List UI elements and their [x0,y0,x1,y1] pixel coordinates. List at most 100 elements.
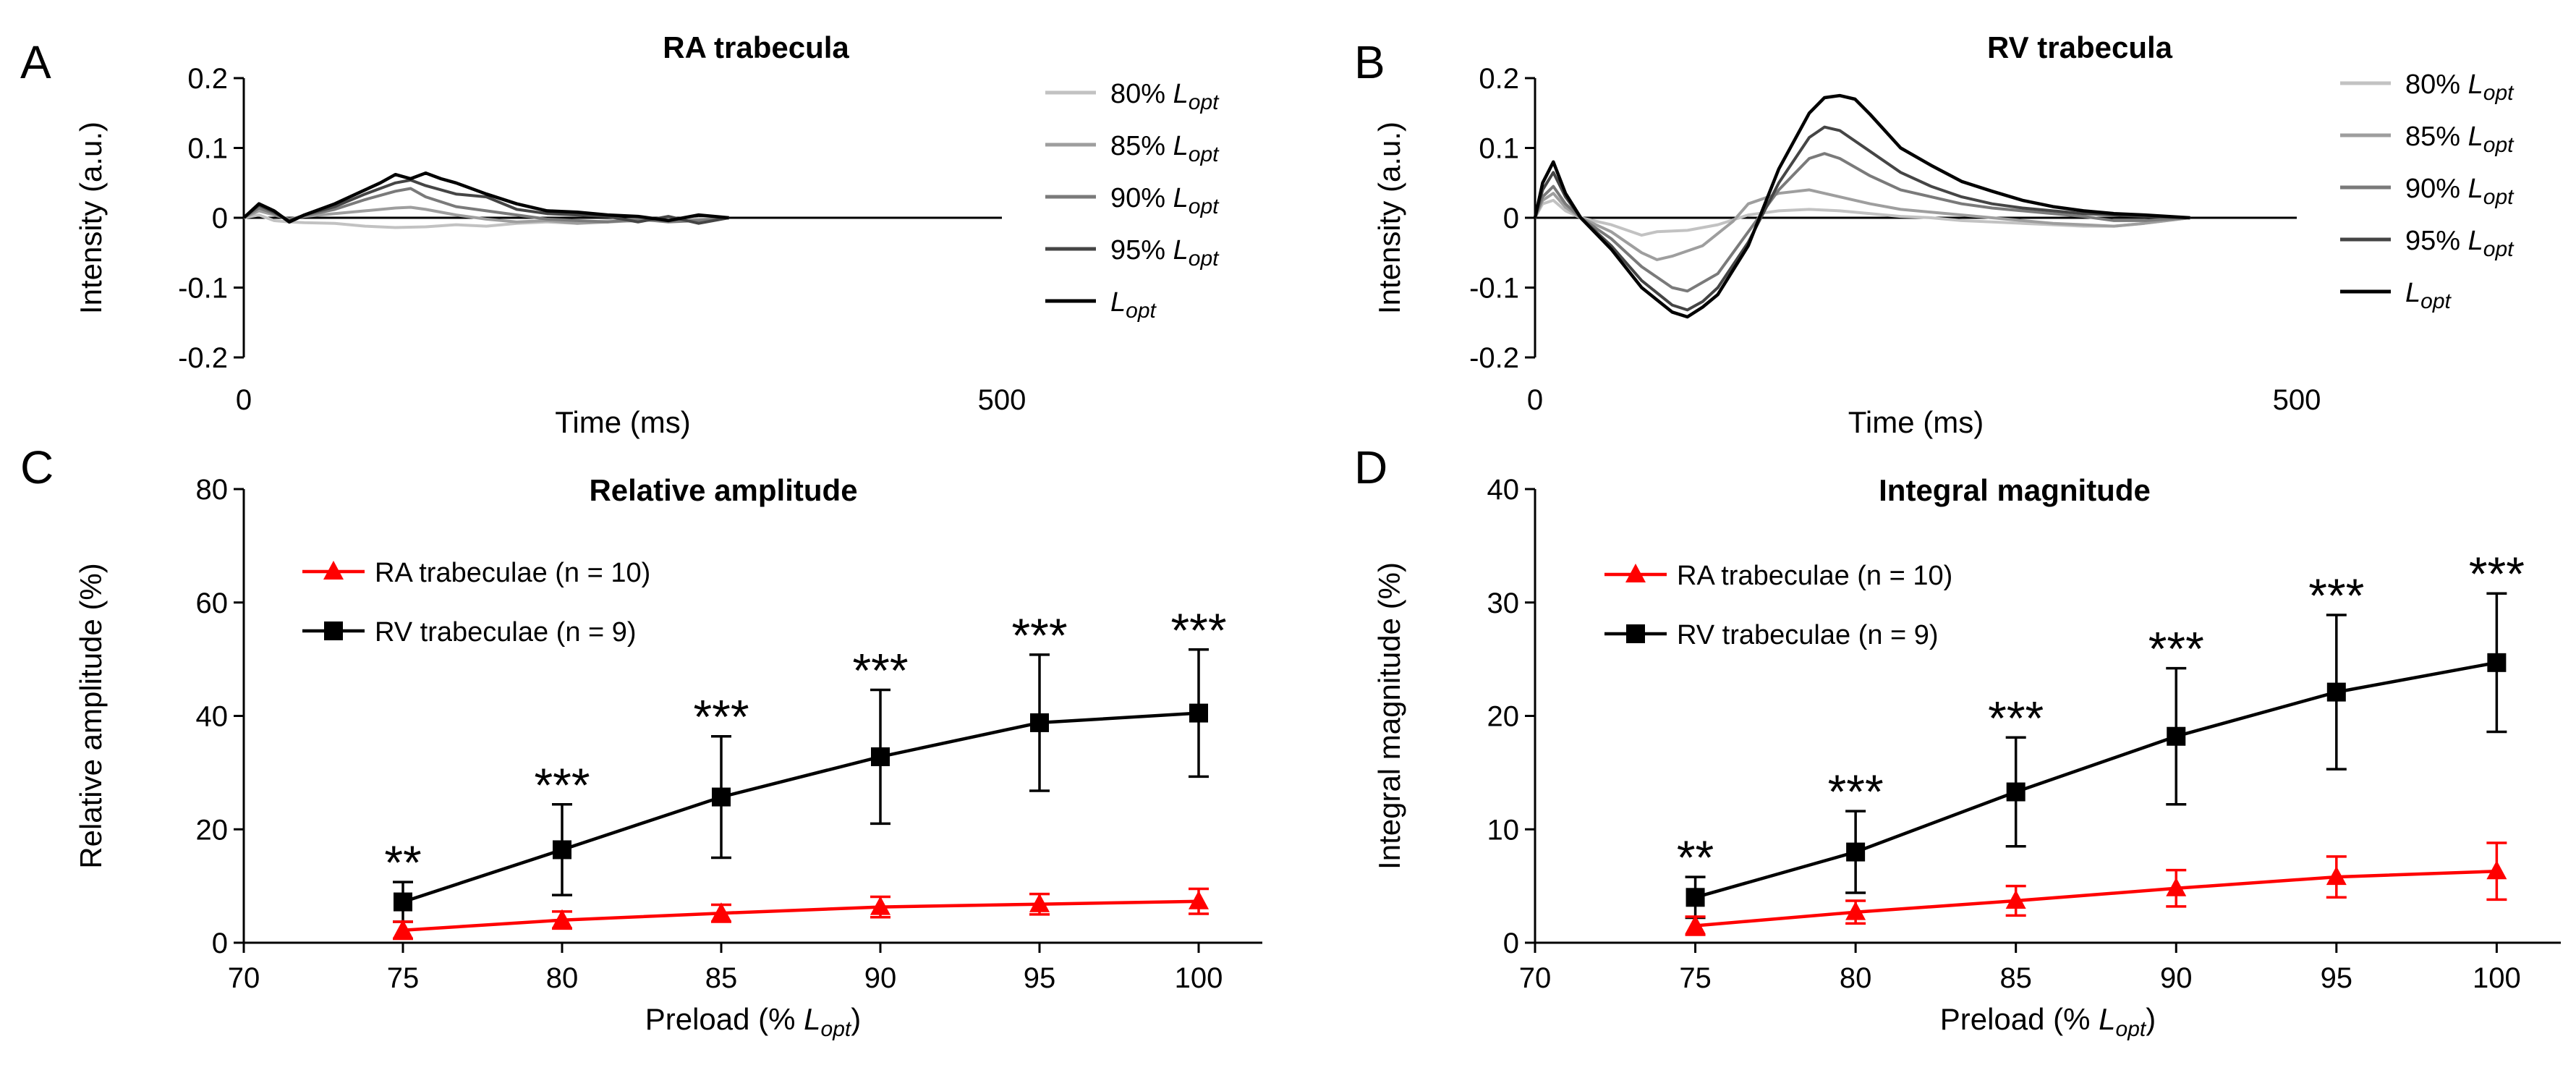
panel-a-y-axis-label: Intensity (a.u.) [74,122,108,314]
panel-c-point [871,747,890,766]
panel-d-point [1685,915,1706,934]
panel-b-x-axis-label: Time (ms) [1848,405,1984,439]
panel-d-significance: *** [1828,765,1884,818]
panel-c-x-axis-label: Preload (% Lopt) [645,1002,862,1041]
panel-a-y-tick-label: 0.2 [187,63,228,95]
panel-d-x-axis-label: Preload (% Lopt) [1940,1002,2156,1041]
panel-c-significance: ** [384,836,421,889]
panel-c-significance: *** [852,643,908,697]
panel-c-point [712,787,731,807]
panel-d-significance: *** [2148,622,2204,676]
panel-c-series-line [402,899,1199,933]
panel-d-x-tick-label: 75 [1679,962,1712,994]
panel-letter-c: C [20,441,54,493]
panel-c-x-tick-label: 75 [387,962,420,994]
panel-d-point [1686,888,1705,907]
panel-b-legend-label: Lopt [2405,278,2452,313]
panel-a-legend-label: 80% Lopt [1110,79,1220,114]
panel-a-legend-label: 95% Lopt [1110,235,1220,271]
panel-c-significance: *** [693,690,749,744]
panel-d-y-tick-label: 20 [1487,701,1520,733]
panel-b-x-tick-label: 0 [1527,384,1543,416]
panel-c-legend-marker [324,621,343,640]
panel-d-x-tick-label: 70 [1519,962,1552,994]
panel-d-x-tick-label: 95 [2321,962,2353,994]
panel-c-point [1189,890,1209,909]
panel-c-x-tick-label: 70 [228,962,260,994]
panel-c-x-tick-label: 90 [864,962,897,994]
panel-c-x-tick-label: 80 [546,962,579,994]
panel-c-point [552,909,572,928]
panel-b-y-tick-label: -0.2 [1469,342,1519,374]
panel-c-y-tick-label: 20 [196,814,229,846]
panel-d-x-tick-label: 85 [1999,962,2032,994]
panel-d-point [2167,726,2186,746]
panel-a-y-tick-label: 0 [212,203,228,234]
panel-b-legend-label: 80% Lopt [2405,69,2515,105]
panel-a-y-tick-label: -0.2 [178,342,228,374]
panel-b-legend-label: 95% Lopt [2405,226,2515,261]
panel-c-significance: *** [1011,608,1067,662]
panel-c-point [711,902,731,922]
panel-c-point [394,892,412,912]
panel-b-series-line [1533,93,2190,319]
panel-a-legend-label: 90% Lopt [1110,183,1220,218]
panel-d-y-tick-label: 40 [1487,474,1520,506]
panel-d-point [2487,653,2507,672]
panel-d-point [1845,901,1866,920]
panel-b-y-tick-label: 0.1 [1479,133,1519,165]
panel-c-point [1189,703,1208,723]
panel-a-series-line [242,171,729,224]
panel-d-point [2006,782,2025,802]
panel-c-significance: *** [534,758,590,812]
panel-b-y-tick-label: -0.1 [1469,273,1519,305]
panel-c-point [393,919,413,938]
panel-c-point [870,896,890,915]
panel-d-point [2166,877,2187,896]
panel-d-x-tick-label: 90 [2160,962,2193,994]
panel-c-title: Relative amplitude [589,473,857,507]
panel-b-title: RV trabecula [1987,30,2173,64]
panel-a-y-tick-label: 0.1 [187,133,228,165]
panel-c-legend-label: RA trabeculae (n = 10) [375,558,650,588]
panel-c-x-tick-label: 85 [705,962,738,994]
panel-a-legend-label: 85% Lopt [1110,131,1220,166]
panel-d-significance: *** [1988,691,2044,744]
panel-b-y-tick-label: 0 [1503,203,1519,234]
panel-b-x-tick-label: 500 [2273,384,2321,416]
panel-letter-d: D [1354,441,1387,493]
panel-d-series-line [1694,661,2497,899]
panel-c-y-axis-label: Relative amplitude (%) [74,563,108,869]
panel-a-x-tick-label: 0 [236,384,252,416]
panel-d-y-tick-label: 10 [1487,814,1520,846]
panel-c-y-tick-label: 0 [212,928,228,959]
panel-c-legend-label: RV trabeculae (n = 9) [375,617,637,648]
panel-d-legend-marker [1626,624,1645,643]
panel-c-legend-marker [323,561,344,580]
panel-d-legend-label: RV trabeculae (n = 9) [1677,620,1939,650]
panel-d-point [2486,860,2507,880]
panel-d-series-line [1695,869,2497,928]
panel-a-x-axis-label: Time (ms) [555,405,690,439]
panel-b-legend-label: 90% Lopt [2405,174,2515,209]
panel-c-chart: 80 60 40 20 070 75 80 85 90 95 100 Preload (% Lopt)… [74,474,1262,1041]
panel-a-x-tick-label: 500 [978,384,1026,416]
panel-d-title: Integral magnitude [1879,473,2151,507]
panel-letter-b: B [1354,36,1385,88]
panel-d-legend-label: RA trabeculae (n = 10) [1677,561,1952,591]
panel-c-y-tick-label: 60 [196,587,229,619]
panel-d-y-tick-label: 0 [1503,928,1519,959]
panel-a-legend-label: Lopt [1110,287,1157,323]
panel-d-legend-marker [1625,564,1646,582]
panel-d-significance: *** [2469,547,2525,601]
panel-b-y-tick-label: 0.2 [1479,63,1519,95]
panel-c-x-tick-label: 100 [1175,962,1223,994]
panel-letter-a: A [20,36,51,88]
panel-d-point [2005,890,2026,909]
panel-d-y-axis-label: Integral magnitude (%) [1372,562,1406,870]
panel-d-x-tick-label: 100 [2473,962,2521,994]
